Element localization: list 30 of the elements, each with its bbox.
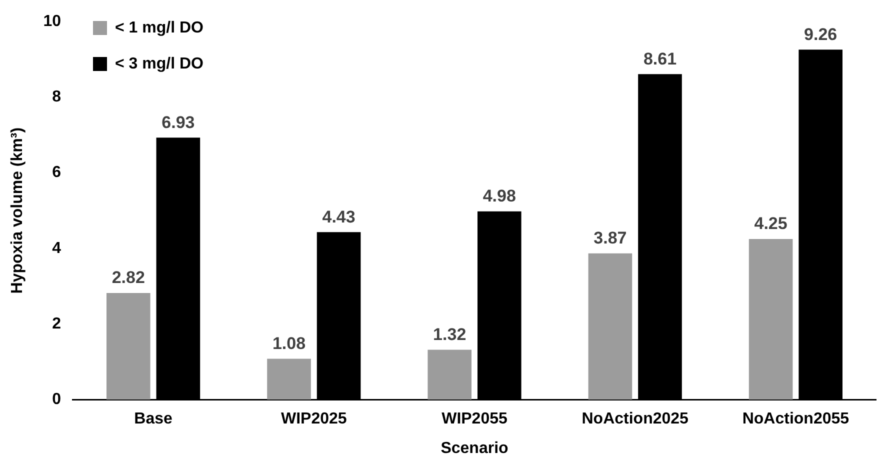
data-label: 4.98 [482, 186, 516, 206]
data-label: 3.87 [594, 228, 627, 248]
data-label: 8.61 [643, 49, 677, 68]
y-tick-label: 0 [52, 391, 62, 408]
data-label: 4.43 [322, 207, 356, 226]
y-tick-label: 6 [52, 164, 62, 182]
data-label: 9.26 [804, 24, 838, 44]
y-tick-label: 8 [52, 88, 62, 106]
x-tick-label: Base [134, 410, 173, 428]
y-tick-label: 2 [52, 315, 62, 332]
y-axis-title: Hypoxia volume (km³) [9, 127, 26, 294]
data-label: 6.93 [162, 112, 195, 132]
data-label: 1.32 [433, 324, 466, 344]
x-axis-title: Scenario [440, 440, 509, 457]
bar [428, 350, 472, 400]
bar [748, 238, 793, 400]
x-tick-label: NoAction2055 [742, 410, 850, 428]
y-tick-label: 10 [43, 13, 62, 30]
x-tick-label: WIP2055 [442, 410, 508, 428]
x-tick-label: WIP2025 [280, 410, 347, 428]
legend-label: < 3 mg/l DO [114, 55, 204, 72]
y-tick-label: 4 [52, 240, 62, 257]
x-tick-label: NoAction2025 [582, 410, 689, 428]
data-label: 1.08 [272, 334, 306, 353]
data-label: 2.82 [112, 268, 145, 288]
bar [588, 253, 632, 400]
bar [267, 358, 311, 400]
bar [106, 293, 150, 400]
legend-label: < 1 mg/l DO [114, 19, 204, 36]
data-label: 4.25 [754, 214, 788, 234]
